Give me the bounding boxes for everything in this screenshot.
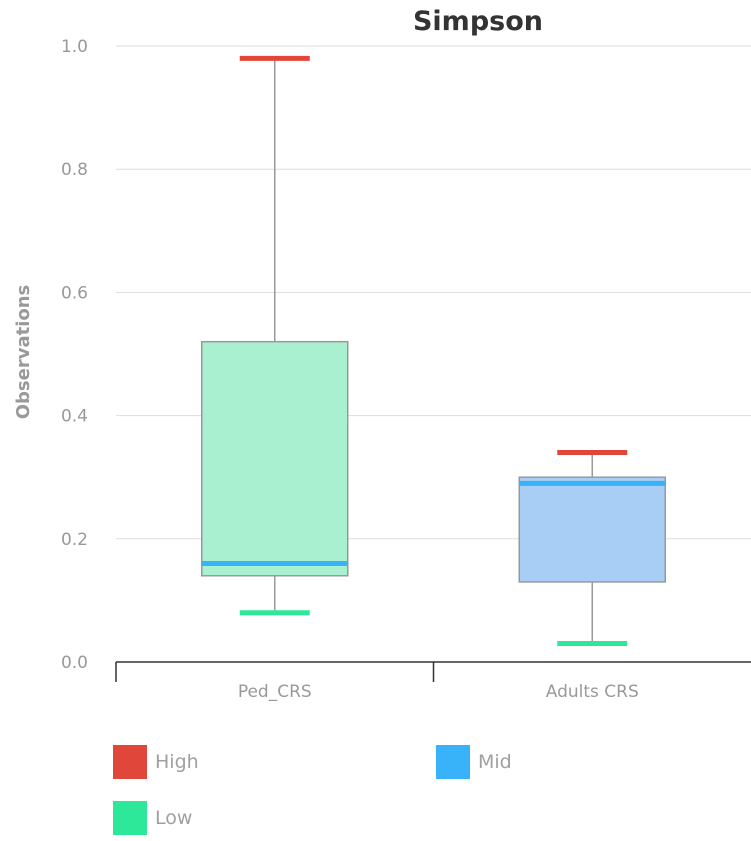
y-axis-label: Observations: [13, 285, 34, 420]
y-axis-ticks: 0.0 0.2 0.4 0.6 0.8 1.0: [61, 37, 88, 673]
legend-item-mid[interactable]: Mid: [436, 745, 512, 779]
x-tick-label: Adults CRS: [546, 682, 639, 702]
legend-label: High: [155, 751, 199, 773]
y-tick-label: 0.8: [61, 160, 88, 180]
box-2: [518, 450, 666, 647]
legend-swatch: [113, 745, 147, 779]
y-tick-label: 1.0: [61, 37, 88, 57]
box-body: [201, 340, 349, 577]
legend-swatch: [436, 745, 470, 779]
legend-item-low[interactable]: Low: [113, 801, 192, 835]
box-1: [201, 55, 349, 616]
y-tick-label: 0.0: [61, 653, 88, 673]
legend-label: Mid: [478, 751, 512, 773]
legend-swatch: [113, 801, 147, 835]
y-tick-label: 0.2: [61, 530, 88, 550]
x-tick-label: Ped_CRS: [238, 682, 312, 702]
y-tick-label: 0.4: [61, 407, 88, 427]
boxplot-chart: 0.00.20.40.60.81.0 Simpson Observations …: [13, 6, 751, 702]
chart-title: Simpson: [413, 6, 543, 37]
y-tick-label: 0.6: [61, 283, 88, 303]
legend-label: Low: [155, 807, 193, 829]
box-body: [518, 476, 666, 583]
x-axis: Ped_CRS Adults CRS: [115, 661, 751, 702]
boxes: [201, 55, 666, 647]
legend-item-high[interactable]: High: [113, 745, 199, 779]
